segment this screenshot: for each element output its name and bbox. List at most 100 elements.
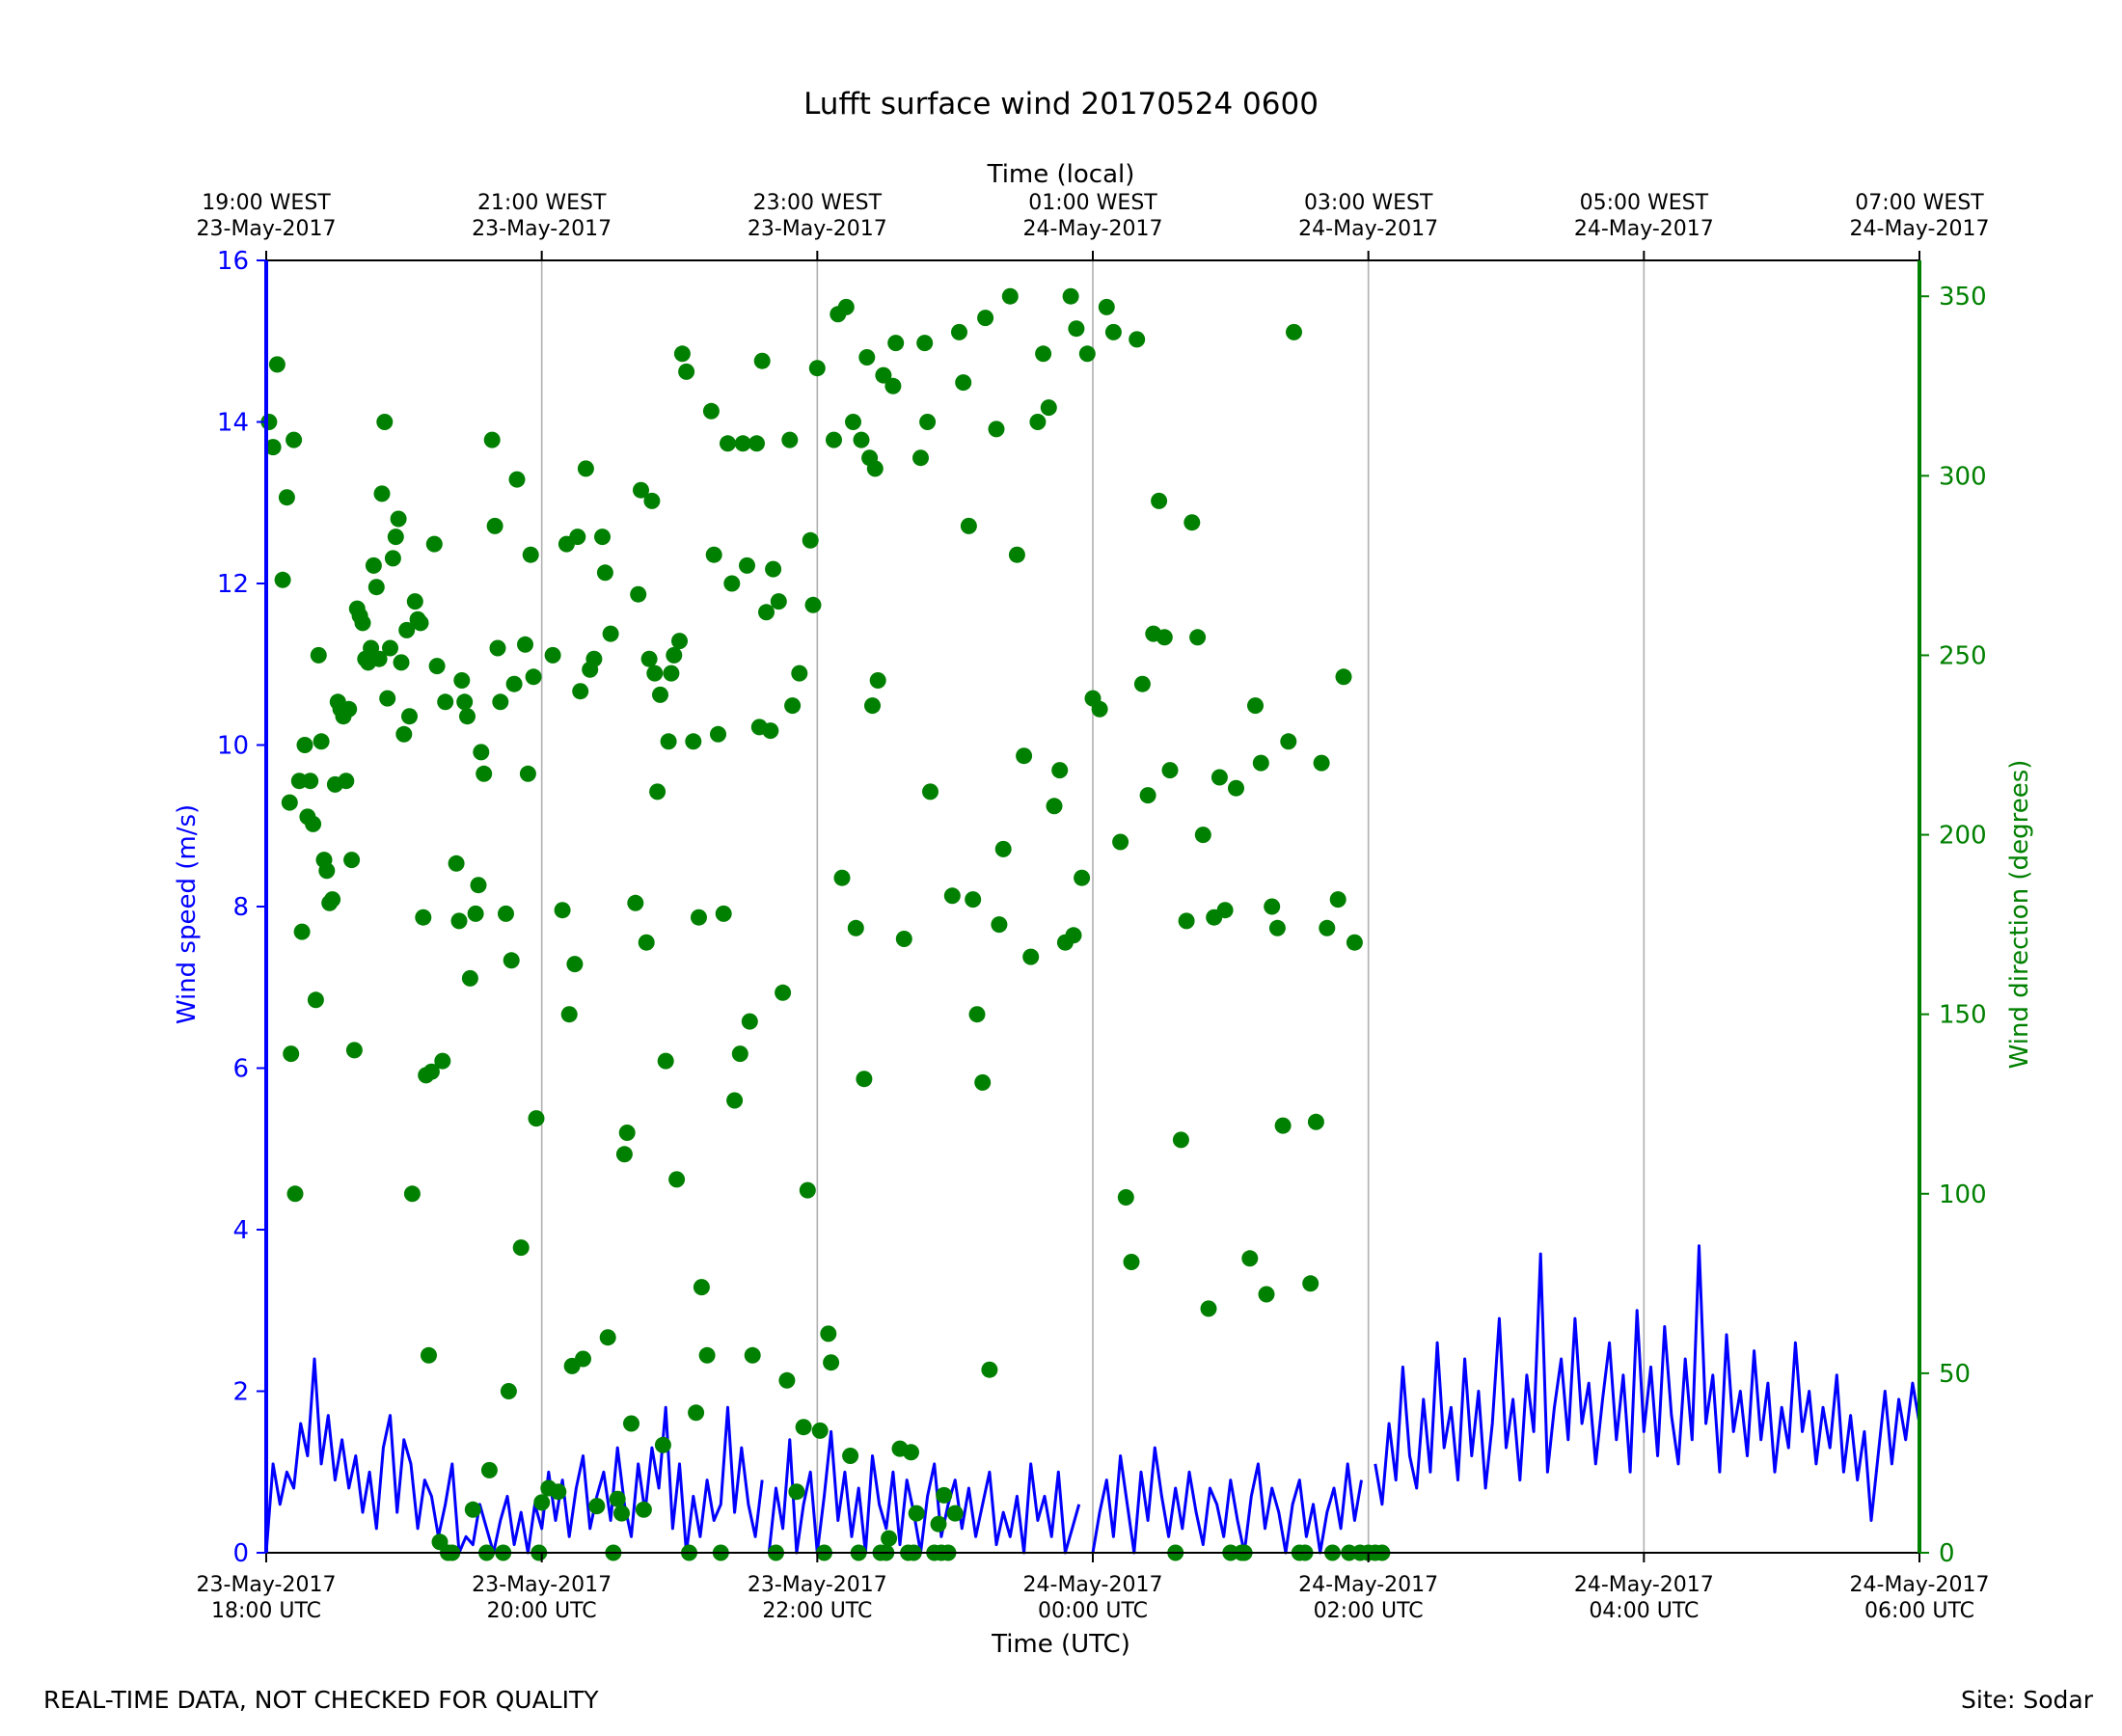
wind-direction-point [390, 510, 407, 528]
wind-direction-point [1302, 1275, 1319, 1292]
bottom-tick-time: 22:00 UTC [762, 1599, 872, 1623]
wind-direction-point [660, 733, 677, 750]
y-axis-right-label: Wind direction (degrees) [2005, 760, 2034, 1070]
wind-direction-point [1172, 1131, 1189, 1149]
wind-direction-point [903, 1444, 919, 1461]
wind-direction-point [770, 593, 787, 610]
wind-direction-point [470, 877, 487, 894]
wind-direction-point [1151, 492, 1168, 509]
wind-direction-point [395, 725, 413, 743]
right-tick-label: 0 [1939, 1539, 1955, 1568]
bottom-tick-date: 23-May-2017 [748, 1573, 887, 1597]
wind-direction-point [869, 672, 886, 689]
wind-direction-point [1252, 754, 1269, 772]
top-tick-time: 01:00 WEST [1028, 191, 1157, 215]
wind-direction-point [1068, 320, 1085, 338]
wind-direction-point [1241, 1250, 1259, 1267]
wind-direction-point [1029, 414, 1047, 430]
wind-direction-point [744, 1346, 761, 1364]
wind-direction-point [434, 1052, 451, 1070]
right-tick-label: 50 [1939, 1360, 1971, 1389]
right-tick-label: 300 [1939, 462, 1987, 491]
wind-speed-line [264, 1357, 764, 1555]
wind-direction-point [596, 564, 613, 582]
wind-direction-point [528, 1110, 545, 1127]
wind-direction-point [739, 556, 755, 574]
wind-direction-point [609, 1490, 626, 1507]
wind-direction-point [415, 909, 432, 926]
wind-direction-point [802, 531, 819, 549]
wind-direction-point [307, 991, 324, 1009]
wind-direction-point [503, 952, 520, 969]
wind-direction-point [710, 725, 726, 743]
wind-direction-point [936, 1486, 953, 1504]
wind-direction-point [930, 1515, 947, 1533]
top-tick-date: 24-May-2017 [1023, 217, 1163, 241]
wind-direction-point [1139, 787, 1156, 804]
wind-direction-point [1189, 629, 1207, 646]
wind-direction-point [554, 902, 571, 919]
wind-direction-point [758, 604, 775, 621]
wind-direction-point [1022, 948, 1040, 965]
wind-direction-point [723, 575, 741, 592]
wind-direction-point [908, 1505, 925, 1522]
wind-direction-point [473, 744, 490, 761]
wind-direction-point [519, 765, 536, 782]
wind-direction-point [354, 614, 371, 632]
wind-direction-point [702, 402, 720, 420]
wind-direction-point [486, 517, 503, 534]
wind-direction-point [467, 905, 484, 922]
wind-direction-point [858, 349, 876, 366]
wind-direction-point [525, 668, 542, 686]
wind-direction-point [283, 1045, 300, 1063]
bottom-tick-date: 23-May-2017 [472, 1573, 612, 1597]
wind-direction-point [652, 686, 668, 703]
bottom-tick-time: 00:00 UTC [1038, 1599, 1148, 1623]
wind-direction-point [731, 1045, 748, 1063]
wind-direction-point [640, 650, 658, 667]
wind-direction-point [489, 639, 506, 657]
top-tick-time: 23:00 WEST [753, 191, 883, 215]
wind-direction-point [522, 546, 539, 563]
wind-direction-point [1216, 902, 1234, 919]
wind-direction-point [398, 621, 416, 638]
wind-direction-point [1035, 345, 1052, 363]
wind-direction-point [791, 665, 808, 682]
top-tick-date: 23-May-2017 [472, 217, 612, 241]
wind-direction-point [654, 1436, 671, 1453]
top-tick-date: 23-May-2017 [197, 217, 337, 241]
wind-direction-point [1280, 733, 1297, 750]
wind-direction-point [1098, 298, 1115, 315]
wind-direction-point [691, 909, 707, 926]
wind-direction-point [845, 414, 861, 430]
wind-direction-point [293, 923, 311, 940]
wind-direction-point [1194, 827, 1211, 844]
wind-direction-point [991, 916, 1008, 934]
wind-direction-point [837, 298, 855, 315]
wind-direction-point [577, 460, 594, 477]
wind-direction-point [726, 1092, 744, 1109]
top-axis-label: Time (local) [987, 160, 1135, 189]
wind-direction-point [453, 672, 471, 689]
wind-direction-point [382, 639, 398, 657]
wind-direction-point [338, 773, 355, 790]
wind-direction-point [1161, 762, 1179, 779]
wind-direction-point [448, 854, 465, 872]
wind-direction-point [895, 931, 912, 947]
wind-direction-point [705, 546, 722, 563]
wind-direction-point [575, 1350, 591, 1368]
wind-direction-point [762, 722, 779, 740]
quality-disclaimer: REAL-TIME DATA, NOT CHECKED FOR QUALITY [43, 1686, 599, 1714]
wind-direction-point [753, 352, 771, 369]
wind-direction-point [1156, 629, 1173, 646]
wind-direction-point [693, 1279, 710, 1296]
wind-direction-point [741, 1013, 758, 1030]
wind-direction-point [864, 697, 881, 715]
top-tick-date: 24-May-2017 [1850, 217, 1990, 241]
wind-direction-point [376, 414, 394, 430]
wind-direction-point [274, 571, 291, 588]
right-tick-label: 250 [1939, 641, 1987, 670]
bottom-tick-date: 23-May-2017 [197, 1573, 337, 1597]
wind-direction-point [1307, 1113, 1324, 1130]
wind-speed-line [1374, 1244, 1921, 1522]
